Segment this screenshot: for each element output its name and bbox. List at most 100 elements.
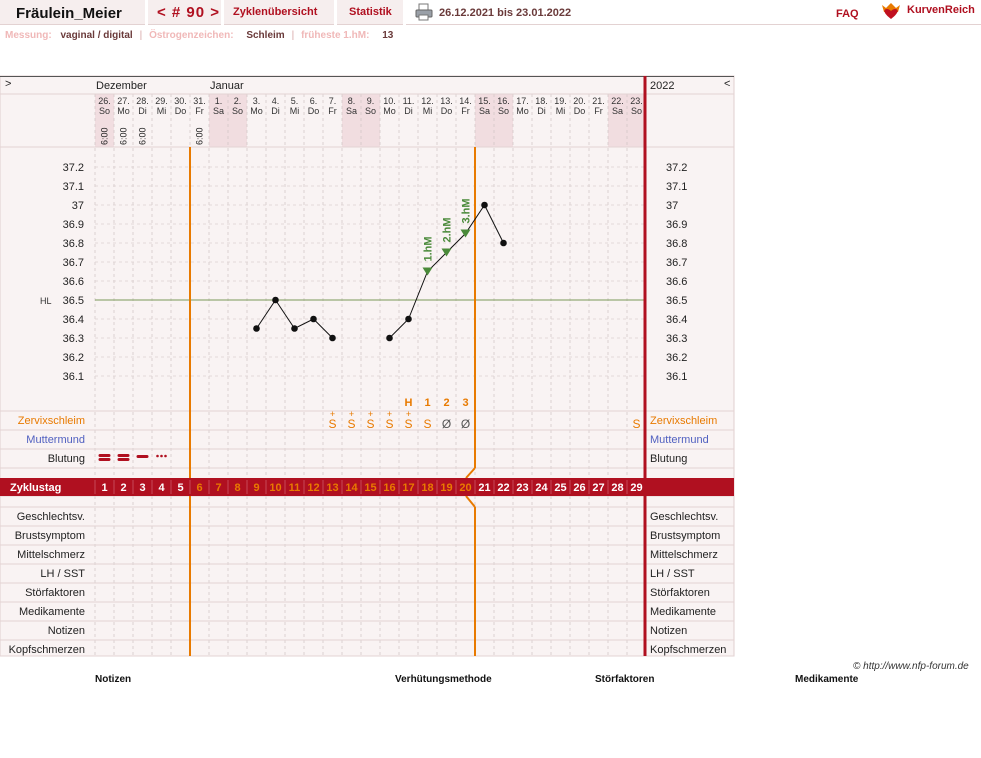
cycle-day-number: 16 <box>383 482 395 494</box>
nav-right: < <box>724 78 730 90</box>
cycle-day-number: 1 <box>101 482 107 494</box>
temp-point <box>386 334 393 342</box>
y-tick-right: 36.3 <box>666 333 687 345</box>
stats-box <box>337 0 403 25</box>
measure-time: 6:00 <box>195 127 205 145</box>
y-tick-right: 37.2 <box>666 162 687 174</box>
spotting-dot <box>164 454 167 458</box>
day-weekday: Mi <box>290 106 300 116</box>
day-weekday: Do <box>175 106 187 116</box>
bottom-row-label-left: Brustsymptom <box>15 530 85 542</box>
hm-marker <box>441 248 452 257</box>
footer-disturb: Störfaktoren <box>595 674 655 685</box>
footer-notes: Notizen <box>95 674 132 685</box>
date-range: 26.12.2021 bis 23.01.2022 <box>439 7 572 19</box>
cycle-day-number: 7 <box>215 482 221 494</box>
day-number: 5. <box>291 96 299 106</box>
day-number: 3. <box>253 96 261 106</box>
brand-logo[interactable]: KurvenReich <box>907 4 975 16</box>
bottom-row-label-left: Mittelschmerz <box>17 549 85 561</box>
measure-label: Messung: <box>5 30 52 41</box>
day-number: 8. <box>348 96 356 106</box>
zervix-label-right: Zervixschleim <box>650 415 717 427</box>
day-number: 12. <box>421 96 434 106</box>
cycle-day-number: 29 <box>630 482 642 494</box>
user-box <box>0 0 145 25</box>
weekend-shade <box>475 94 494 147</box>
cycle-day-number: 11 <box>289 482 301 494</box>
day-number: 6. <box>310 96 318 106</box>
day-number: 16. <box>497 96 510 106</box>
bottom-row-label-right: Geschlechtsv. <box>650 511 718 523</box>
cycle-day-number: 17 <box>402 482 414 494</box>
temp-point <box>481 201 488 209</box>
mucus-plus: + <box>406 409 411 419</box>
month-jan: Januar <box>210 80 244 92</box>
faq-link[interactable]: FAQ <box>836 8 859 20</box>
cycle-day-number: 8 <box>234 482 240 494</box>
heart-crown-icon[interactable] <box>880 2 902 20</box>
day-number: 17. <box>516 96 529 106</box>
day-weekday: Mo <box>383 106 396 116</box>
bleeding-mark <box>117 454 130 457</box>
y-tick-right: 36.4 <box>666 314 687 326</box>
copyright: © http://www.nfp-forum.de <box>853 661 969 672</box>
cycle-info-bar: Messung: vaginal / digital | Östrogenzei… <box>5 30 394 41</box>
weekend-shade <box>342 94 361 147</box>
year-label: 2022 <box>650 80 674 92</box>
mucus-symbol: Ø <box>461 417 470 431</box>
mucus-symbol: Ø <box>442 417 451 431</box>
y-tick-right: 36.6 <box>666 276 687 288</box>
day-weekday: So <box>232 106 243 116</box>
zyklustag-label: Zyklustag <box>10 482 61 494</box>
cycle-day-number: 24 <box>535 482 548 494</box>
day-weekday: Do <box>308 106 320 116</box>
day-number: 29. <box>155 96 168 106</box>
estrogen-value: Schleim <box>246 30 285 41</box>
y-tick-right: 36.7 <box>666 257 687 269</box>
mucus-plus: + <box>349 409 354 419</box>
muttermund-label-right: Muttermund <box>650 434 709 446</box>
bleeding-mark <box>136 455 149 458</box>
measure-time: 6:00 <box>138 127 148 145</box>
day-number: 31. <box>193 96 206 106</box>
peak-label: 3 <box>462 397 468 409</box>
mucus-plus: + <box>330 409 335 419</box>
overview-box <box>224 0 334 25</box>
bottom-row-label-right: Notizen <box>650 625 687 637</box>
bottom-row-label-right: Kopfschmerzen <box>650 644 726 656</box>
day-weekday: Mo <box>250 106 263 116</box>
day-weekday: So <box>365 106 376 116</box>
zervix-label-left: Zervixschleim <box>18 415 85 427</box>
temp-point <box>500 239 507 247</box>
day-weekday: Fr <box>594 106 603 116</box>
top-border <box>0 76 734 77</box>
cycle-navigator[interactable]: < # 90 > <box>157 4 221 21</box>
printer-icon[interactable] <box>415 3 433 21</box>
measure-time: 6:00 <box>119 127 129 145</box>
y-tick-left: 37 <box>72 200 84 212</box>
weekend-shade <box>209 94 228 147</box>
peak-label: 2 <box>443 397 449 409</box>
day-weekday: Mi <box>556 106 566 116</box>
cycle-day-number: 2 <box>120 482 126 494</box>
cycle-day-number: 9 <box>253 482 259 494</box>
day-weekday: Fr <box>461 106 470 116</box>
ovulation-line <box>465 467 476 479</box>
y-tick-right: 36.2 <box>666 352 687 364</box>
y-tick-right: 36.5 <box>666 295 687 307</box>
y-tick-right: 36.9 <box>666 219 687 231</box>
day-number: 13. <box>440 96 453 106</box>
bleeding-mark <box>98 458 111 461</box>
mucus-symbol: S <box>632 417 640 431</box>
weekend-shade <box>228 94 247 147</box>
zyklustag-bar <box>0 478 734 496</box>
temp-point <box>329 334 336 342</box>
username[interactable]: Fräulein_Meier <box>16 5 122 22</box>
peak-label: 1 <box>424 397 430 409</box>
day-number: 18. <box>535 96 548 106</box>
statistics-link[interactable]: Statistik <box>349 6 392 18</box>
overview-link[interactable]: Zyklenübersicht <box>233 6 318 18</box>
weekend-shade <box>627 94 646 147</box>
cycle-day-number: 6 <box>196 482 202 494</box>
